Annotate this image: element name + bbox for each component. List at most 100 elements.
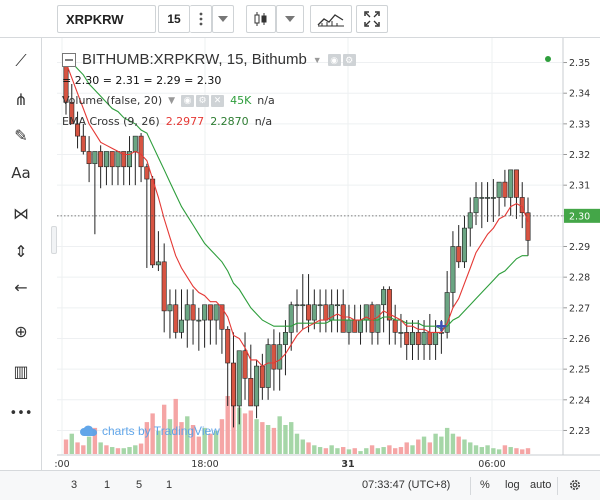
log-toggle[interactable]: log (505, 479, 520, 491)
volume-bar (121, 448, 126, 454)
auto-toggle[interactable]: auto (530, 479, 552, 491)
candle-body (254, 365, 260, 407)
volume-bar (271, 427, 277, 454)
chevron-down-icon[interactable]: ▼ (312, 54, 322, 65)
trend-line-tool-icon[interactable]: ⟋ (15, 51, 27, 70)
volume-bar (525, 448, 531, 454)
chart-style-dropdown[interactable] (276, 5, 304, 33)
candle-body (98, 151, 104, 168)
price-tick-label: 2.34 (569, 89, 590, 100)
text-tool-icon[interactable]: Aa (11, 164, 31, 182)
volume-bar (392, 448, 398, 454)
pattern-tool-icon[interactable]: ⋈ (13, 203, 29, 223)
back-arrow-tool-icon[interactable]: ← (14, 277, 28, 297)
volume-bar (110, 447, 115, 454)
volume-bar (473, 445, 479, 454)
candle-body (150, 178, 156, 266)
candle-body (184, 304, 190, 321)
volume-bar (439, 436, 444, 454)
volume-bar (341, 447, 346, 454)
volume-label: Volume (false, 20) (62, 94, 163, 107)
volume-bar (81, 445, 86, 454)
interval-input[interactable]: 15 (158, 5, 190, 33)
candle-body (242, 350, 248, 379)
chevron-down-icon[interactable]: ▼ (168, 95, 176, 106)
volume-bar (462, 439, 467, 454)
volume-bar (289, 422, 294, 454)
volume-bar (323, 448, 329, 454)
time-tick-label: 18:00 (191, 459, 218, 470)
collapse-legend-icon[interactable] (62, 52, 76, 67)
measure-tool-icon[interactable]: ⇕ (14, 241, 28, 261)
volume-bar (225, 396, 230, 454)
indicators-button[interactable] (310, 5, 352, 33)
fullscreen-button[interactable] (356, 5, 388, 33)
candle-body (410, 332, 415, 345)
candle-body (155, 261, 161, 266)
tradingview-watermark[interactable]: charts by TradingView (80, 424, 220, 438)
candle-body (375, 304, 381, 333)
volume-bar (502, 445, 508, 454)
volume-bar (335, 448, 340, 454)
volume-bar (104, 445, 109, 454)
gear-icon[interactable] (568, 478, 582, 492)
ruler-tool-icon[interactable]: ▥ (13, 361, 29, 381)
brush-tool-icon[interactable]: ✎ (14, 125, 28, 145)
volume-bar (237, 407, 242, 454)
volume-bar (150, 413, 155, 454)
volume-bar (375, 448, 381, 454)
chart-style-button[interactable] (246, 5, 276, 33)
ema-label: EMA Cross (9, 26) (62, 115, 160, 128)
volume-bar (248, 410, 253, 454)
candle-body (444, 292, 450, 333)
price-tick-label: 2.33 (569, 119, 590, 130)
interval-menu-button[interactable] (190, 5, 212, 33)
candle-body (271, 344, 277, 370)
volume-bar (520, 449, 525, 454)
candle-body (467, 212, 473, 229)
axes: 2.35 2.34 2.33 2.32 2.31 2.30 2.29 2.28 2.27 2.26… (54, 38, 600, 470)
symbol-search-input[interactable]: XRPKRW (57, 5, 156, 33)
candle-body (259, 365, 265, 388)
settings-icon[interactable]: ⚙ (342, 53, 356, 66)
chevron-down-icon (285, 16, 295, 22)
volume-bar (127, 447, 132, 454)
candle-body (103, 151, 109, 168)
candle-body (236, 350, 242, 407)
settings-icon[interactable]: ⚙ (196, 94, 210, 107)
interval-dropdown-button[interactable] (212, 5, 234, 33)
price-chart[interactable]: 2.35 2.34 2.33 2.32 2.31 2.30 2.29 2.28 2.27 2.26… (0, 0, 600, 470)
candle-body (404, 332, 410, 345)
candle-body (473, 197, 479, 214)
more-tool-icon[interactable]: ••• (9, 405, 33, 421)
candle-body (86, 151, 92, 165)
candle-body (92, 151, 98, 165)
range-button-3[interactable]: 5 (136, 479, 143, 491)
range-button-4[interactable]: 1 (166, 479, 173, 491)
percent-toggle[interactable]: % (480, 479, 490, 491)
eye-icon[interactable]: ◉ (327, 53, 341, 66)
candle-body (300, 304, 306, 307)
close-icon[interactable]: ✕ (211, 94, 225, 107)
volume-bar (86, 436, 92, 454)
range-button-1[interactable]: 3 (71, 479, 78, 491)
volume-bar (433, 433, 438, 454)
eye-icon[interactable]: ◉ (181, 94, 195, 107)
ema-fast-line (65, 62, 529, 367)
zoom-in-tool-icon[interactable]: ⊕ (14, 321, 28, 341)
volume-bar (352, 448, 357, 454)
volume-bar (69, 433, 74, 454)
range-button-2[interactable]: 1 (104, 479, 111, 491)
toolbar-collapse-handle[interactable] (51, 226, 57, 254)
pitchfork-tool-icon[interactable]: ⋔ (14, 89, 28, 109)
candle-body (219, 304, 225, 330)
volume-bar (277, 416, 282, 454)
volume-bar (444, 427, 450, 454)
volume-bar (456, 436, 461, 454)
price-tick-label: 2.25 (569, 365, 590, 376)
candle-body (202, 304, 208, 321)
volume-actions: ◉ ⚙ ✕ (181, 94, 225, 107)
candle-body (306, 304, 312, 321)
volume-bar (92, 427, 98, 454)
divider (470, 477, 471, 495)
